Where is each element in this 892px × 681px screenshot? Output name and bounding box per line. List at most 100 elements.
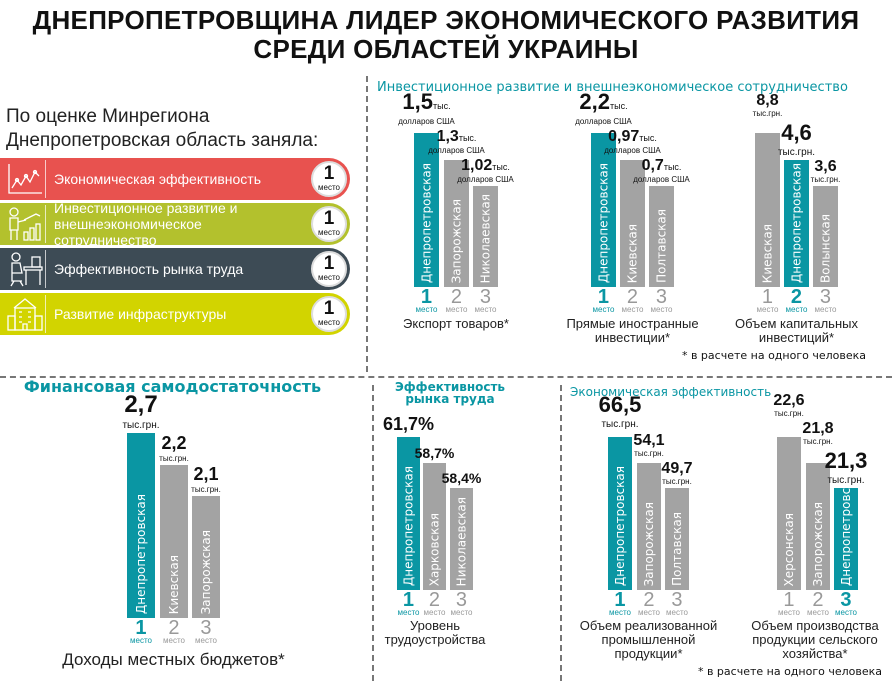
- bar: Полтавская: [665, 488, 689, 590]
- data-label: 1,02тыс. долларов США: [457, 157, 514, 185]
- bar-region-label: Волынская: [818, 214, 833, 283]
- unit-below: долларов США: [398, 117, 455, 126]
- data-label: 4,6 тыс.грн.: [778, 122, 815, 159]
- rank-number: 1: [323, 163, 335, 184]
- data-label: 58,7%: [415, 446, 455, 461]
- data-value: 61,7%: [382, 414, 435, 434]
- rank-label: 2 место: [445, 287, 468, 314]
- data-label: 8,8 тыс.грн.: [752, 93, 783, 119]
- category-row: Развитие инфраструктуры 1 место: [0, 293, 350, 335]
- data-value: 1,02: [461, 157, 493, 174]
- data-label: 58,4%: [442, 471, 482, 486]
- rank-word: место: [423, 608, 446, 617]
- data-value: 0,7: [641, 157, 664, 174]
- bar: Днепропетровская: [591, 133, 616, 287]
- bar-region-label: Днепропетровская: [596, 162, 611, 283]
- bar-region-label: Киевская: [625, 223, 640, 283]
- chart-title: Доходы местных бюджетов*: [62, 650, 285, 669]
- rank-label: 3 место: [815, 286, 837, 314]
- rank-number: 1: [323, 298, 335, 319]
- unit-inline: тыс.: [639, 133, 657, 143]
- rank-label: 1 место: [415, 287, 438, 314]
- rank-label: 2 место: [785, 287, 808, 314]
- data-value: 49,7: [661, 460, 693, 477]
- divider-horizontal: [0, 376, 892, 378]
- rank-number: 1: [783, 589, 795, 611]
- intro-line-2: Днепропетровская область заняла:: [6, 130, 319, 151]
- rank-word: место: [415, 305, 438, 314]
- rank-number: 1: [761, 286, 774, 308]
- category-label: Инвестиционное развитие и внешнеэкономич…: [54, 200, 238, 248]
- data-label: 0,7тыс. долларов США: [633, 157, 690, 185]
- data-label: 2,2тыс. долларов США: [575, 91, 632, 127]
- unit-below: тыс.грн.: [803, 437, 833, 446]
- bar-region-label: Запорожская: [811, 501, 825, 586]
- unit-below: тыс.грн.: [774, 409, 804, 418]
- rank-badge: 1 место: [311, 206, 347, 242]
- rank-number: 3: [671, 589, 683, 611]
- chart-title: Уровень трудоустройства: [384, 618, 486, 647]
- rank-word: место: [785, 305, 808, 314]
- presenter-chart-icon: [6, 205, 46, 243]
- unit-inline: тыс.: [609, 101, 628, 111]
- bar: Днепропетровская: [414, 133, 439, 287]
- rank-label: 3 место: [195, 617, 217, 645]
- rank-label: 1 место: [593, 287, 615, 314]
- bar: Днепропетровская: [127, 433, 155, 618]
- bar: Киевская: [755, 133, 780, 287]
- bar: Киевская: [620, 160, 645, 287]
- data-label: 3,6 тыс.грн.: [810, 159, 841, 185]
- rank-word: место: [835, 608, 857, 617]
- data-label: 66,5 тыс.грн.: [598, 392, 642, 431]
- unit-inline: тыс.: [663, 162, 682, 172]
- rank-number: 3: [200, 617, 212, 639]
- footnote-bottom: * в расчете на одного человека: [697, 665, 882, 678]
- bar: Николаевская: [473, 186, 498, 287]
- rank-word: место: [450, 608, 473, 617]
- rank-word: место: [195, 636, 217, 645]
- rank-word: место: [474, 305, 497, 314]
- bar: Херсонская: [777, 437, 801, 590]
- rank-number: 1: [323, 253, 335, 274]
- bar: Запорожская: [806, 463, 830, 590]
- rank-word: место: [445, 305, 468, 314]
- bar-region-label: Днепропетровская: [401, 465, 416, 586]
- category-row: Экономическая эффективность 1 место: [0, 158, 350, 200]
- unit-below: тыс.грн.: [810, 175, 841, 184]
- rank-label: 2 место: [423, 590, 446, 617]
- bar: Запорожская: [192, 496, 220, 618]
- bar: Днепропетровская: [834, 466, 858, 590]
- rank-number: 2: [812, 589, 824, 611]
- data-value: 66,5: [598, 392, 642, 417]
- bar: Днепропетровская: [397, 437, 420, 590]
- bar-region-label: Днепропетровская: [419, 162, 434, 283]
- rank-word: место: [318, 273, 340, 282]
- chart-title: Объем реализованной промышленной продукц…: [579, 618, 718, 661]
- rank-word: место: [666, 608, 688, 617]
- office-worker-icon: [6, 250, 46, 288]
- bar: Волынская: [813, 186, 838, 287]
- bar-region-label: Николаевская: [454, 496, 469, 586]
- data-label: 54,1 тыс.грн.: [633, 433, 664, 459]
- data-label: 1,5тыс. долларов США: [398, 89, 455, 127]
- rank-label: 1 место: [778, 589, 800, 617]
- data-value: 21,3: [824, 448, 868, 473]
- rank-word: место: [778, 608, 800, 617]
- category-row: Эффективность рынка труда 1 место: [0, 248, 350, 290]
- category-label: Эффективность рынка труда: [54, 261, 244, 277]
- unit-below: долларов США: [575, 117, 632, 126]
- data-label: 21,8 тыс.грн.: [802, 421, 833, 447]
- data-label: 22,6 тыс.грн.: [773, 393, 804, 419]
- footnote-top: * в расчете на одного человека: [681, 349, 866, 362]
- rank-word: место: [650, 305, 673, 314]
- data-value: 58,4%: [441, 470, 482, 486]
- rank-number: 1: [614, 589, 626, 611]
- data-value: 1,5: [402, 89, 433, 114]
- section-title-invest: Инвестиционное развитие и внешнеэкономич…: [377, 80, 848, 95]
- main-title: ДНЕПРОПЕТРОВЩИНА ЛИДЕР ЭКОНОМИЧЕСКОГО РА…: [0, 6, 892, 64]
- rank-number: 3: [819, 286, 832, 308]
- bar: Днепропетровская: [608, 437, 632, 590]
- bar-region-label: Киевская: [760, 223, 775, 283]
- bar: Запорожская: [637, 463, 661, 590]
- unit-below: тыс.грн.: [752, 109, 783, 118]
